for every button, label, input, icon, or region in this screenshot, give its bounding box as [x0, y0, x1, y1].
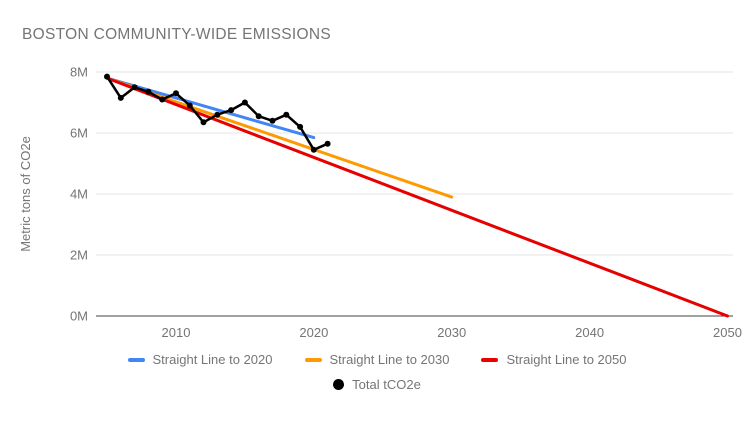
data-point: [104, 73, 110, 80]
y-tick-label: 0M: [70, 309, 88, 324]
legend-row: Straight Line to 2020 Straight Line to 20…: [127, 352, 626, 367]
x-tick-label: 2050: [713, 325, 742, 340]
data-point: [145, 88, 152, 95]
x-tick-label: 2030: [437, 325, 466, 340]
data-point: [241, 99, 248, 106]
legend-dash-marker-icon: [127, 357, 145, 362]
legend-label: Straight Line to 2020: [152, 352, 273, 367]
legend-label: Total tCO2e: [352, 377, 421, 392]
legend-row: Total tCO2e: [333, 377, 421, 392]
data-point: [297, 123, 304, 130]
legend-circle-marker-icon: [333, 379, 345, 390]
data-point: [228, 107, 235, 114]
legend: Straight Line to 2020 Straight Line to 20…: [0, 352, 754, 392]
data-point: [186, 102, 193, 109]
y-tick-label: 4M: [70, 187, 88, 202]
data-point: [159, 96, 166, 103]
plot-area: Metric tons of CO2e 8M 6M 4M 2M 0M 2010 2020 20…: [18, 65, 742, 341]
legend-item-total-tco2e[interactable]: Total tCO2e: [333, 377, 421, 392]
data-point: [131, 84, 138, 91]
data-point: [200, 119, 207, 126]
legend-item-straight-line-to-2020[interactable]: Straight Line to 2020: [127, 352, 273, 367]
chart-title: BOSTON COMMUNITY-WIDE EMISSIONS: [22, 26, 331, 43]
legend-label: Straight Line to 2030: [329, 352, 450, 367]
y-tick-label: 6M: [70, 126, 88, 141]
x-tick-label: 2010: [162, 325, 191, 340]
series-line-2: [105, 76, 729, 318]
data-point: [214, 111, 221, 118]
data-point: [255, 113, 262, 120]
y-tick-label: 8M: [70, 65, 88, 80]
data-point: [117, 94, 124, 101]
legend-label: Straight Line to 2050: [506, 352, 627, 367]
data-point: [173, 90, 179, 97]
data-point: [269, 117, 276, 124]
y-axis-title: Metric tons of CO2e: [18, 136, 33, 252]
legend-dash-marker-icon: [304, 357, 322, 362]
data-point: [310, 146, 317, 153]
legend-item-straight-line-to-2030[interactable]: Straight Line to 2030: [304, 352, 450, 367]
data-point: [283, 111, 290, 118]
legend-dash-marker-icon: [481, 357, 499, 362]
legend-item-straight-line-to-2050[interactable]: Straight Line to 2050: [481, 352, 626, 367]
y-tick-label: 2M: [70, 248, 88, 263]
x-tick-label: 2020: [299, 325, 328, 340]
series-line-0: [105, 76, 316, 140]
series-line-1: [105, 76, 454, 199]
data-point: [324, 140, 331, 147]
x-tick-label: 2040: [575, 325, 604, 340]
